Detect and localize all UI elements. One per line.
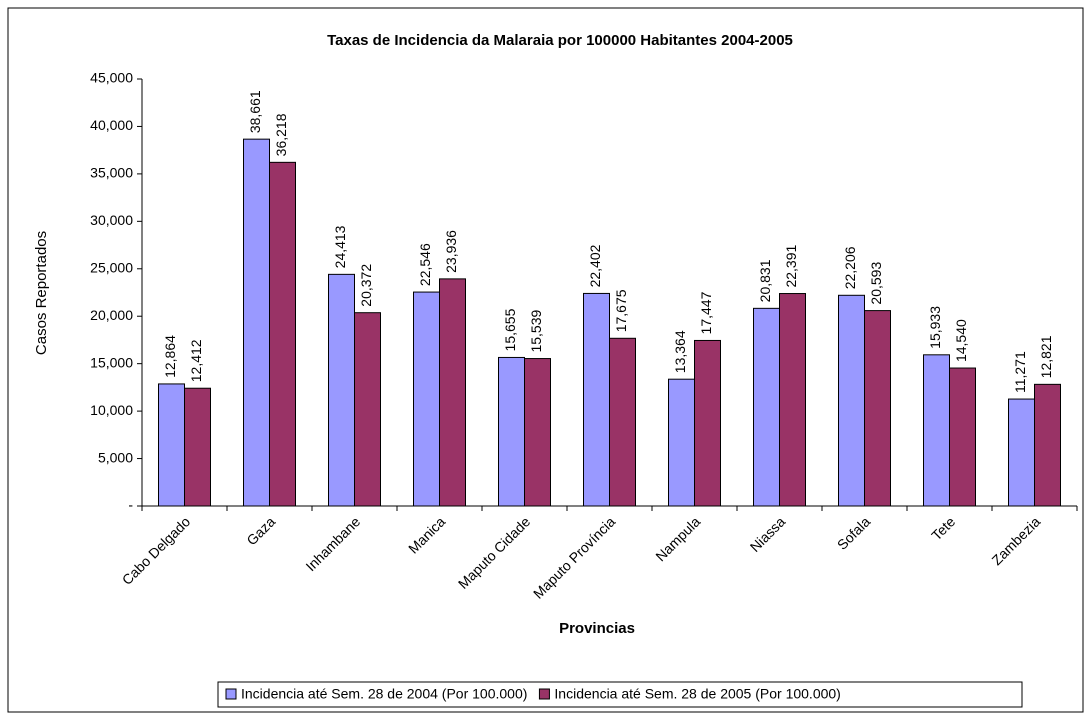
bar: [243, 138, 270, 507]
bar: [328, 273, 355, 507]
value-label: 15,539: [528, 310, 544, 353]
y-tick-label: 35,000: [90, 165, 133, 181]
y-axis-title: Casos Reportados: [33, 231, 50, 355]
value-label: 23,936: [443, 230, 459, 273]
legend-swatch: [538, 688, 550, 700]
bar: [158, 383, 185, 507]
bar: [668, 378, 695, 507]
y-tick-label: 40,000: [90, 117, 133, 133]
value-label: 22,546: [417, 243, 433, 286]
bar: [779, 293, 806, 507]
bar: [694, 339, 721, 507]
bar: [498, 356, 525, 507]
bar: [354, 312, 381, 507]
value-label: 22,206: [842, 246, 858, 289]
legend-box: [217, 681, 1023, 708]
y-tick-label: 45,000: [90, 70, 133, 86]
bar: [269, 161, 296, 507]
value-label: 17,447: [698, 291, 714, 334]
value-label: 17,675: [613, 289, 629, 332]
value-label: 22,391: [783, 245, 799, 288]
y-tick-label: 10,000: [90, 402, 133, 418]
bar: [524, 358, 551, 507]
value-label: 12,821: [1038, 335, 1054, 378]
value-label: 20,593: [868, 262, 884, 305]
value-label: 38,661: [247, 90, 263, 133]
y-tick-label: 30,000: [90, 212, 133, 228]
bar: [753, 307, 780, 507]
value-label: 15,655: [502, 308, 518, 351]
value-label: 22,402: [587, 244, 603, 287]
y-tick-label: -: [128, 497, 133, 513]
y-tick-label: 5,000: [98, 449, 133, 465]
legend-label: Incidencia até Sem. 28 de 2005 (Por 100.…: [554, 686, 840, 702]
y-tick-label: 25,000: [90, 259, 133, 275]
bar: [923, 354, 950, 507]
bar: [1008, 398, 1035, 507]
value-label: 36,218: [273, 113, 289, 156]
value-label: 14,540: [953, 319, 969, 362]
bar: [413, 291, 440, 507]
bar: [838, 294, 865, 507]
y-tick-label: 20,000: [90, 307, 133, 323]
bar: [184, 387, 211, 507]
value-label: 13,364: [672, 330, 688, 373]
x-axis-title: Provincias: [559, 620, 635, 637]
value-label: 12,864: [162, 335, 178, 378]
bar: [949, 367, 976, 507]
bar: [1034, 383, 1061, 507]
bar: [583, 292, 610, 507]
bar: [864, 310, 891, 507]
value-label: 12,412: [188, 339, 204, 382]
value-label: 20,831: [757, 259, 773, 302]
value-label: 15,933: [927, 306, 943, 349]
chart-title: Taxas de Incidencia da Malaraia por 1000…: [327, 32, 793, 49]
value-label: 11,271: [1012, 351, 1028, 393]
value-label: 20,372: [358, 264, 374, 307]
legend-swatch: [225, 688, 237, 700]
y-tick-label: 15,000: [90, 354, 133, 370]
bar: [439, 278, 466, 507]
value-label: 24,413: [332, 225, 348, 268]
legend-label: Incidencia até Sem. 28 de 2004 (Por 100.…: [241, 686, 527, 702]
bar: [609, 337, 636, 507]
